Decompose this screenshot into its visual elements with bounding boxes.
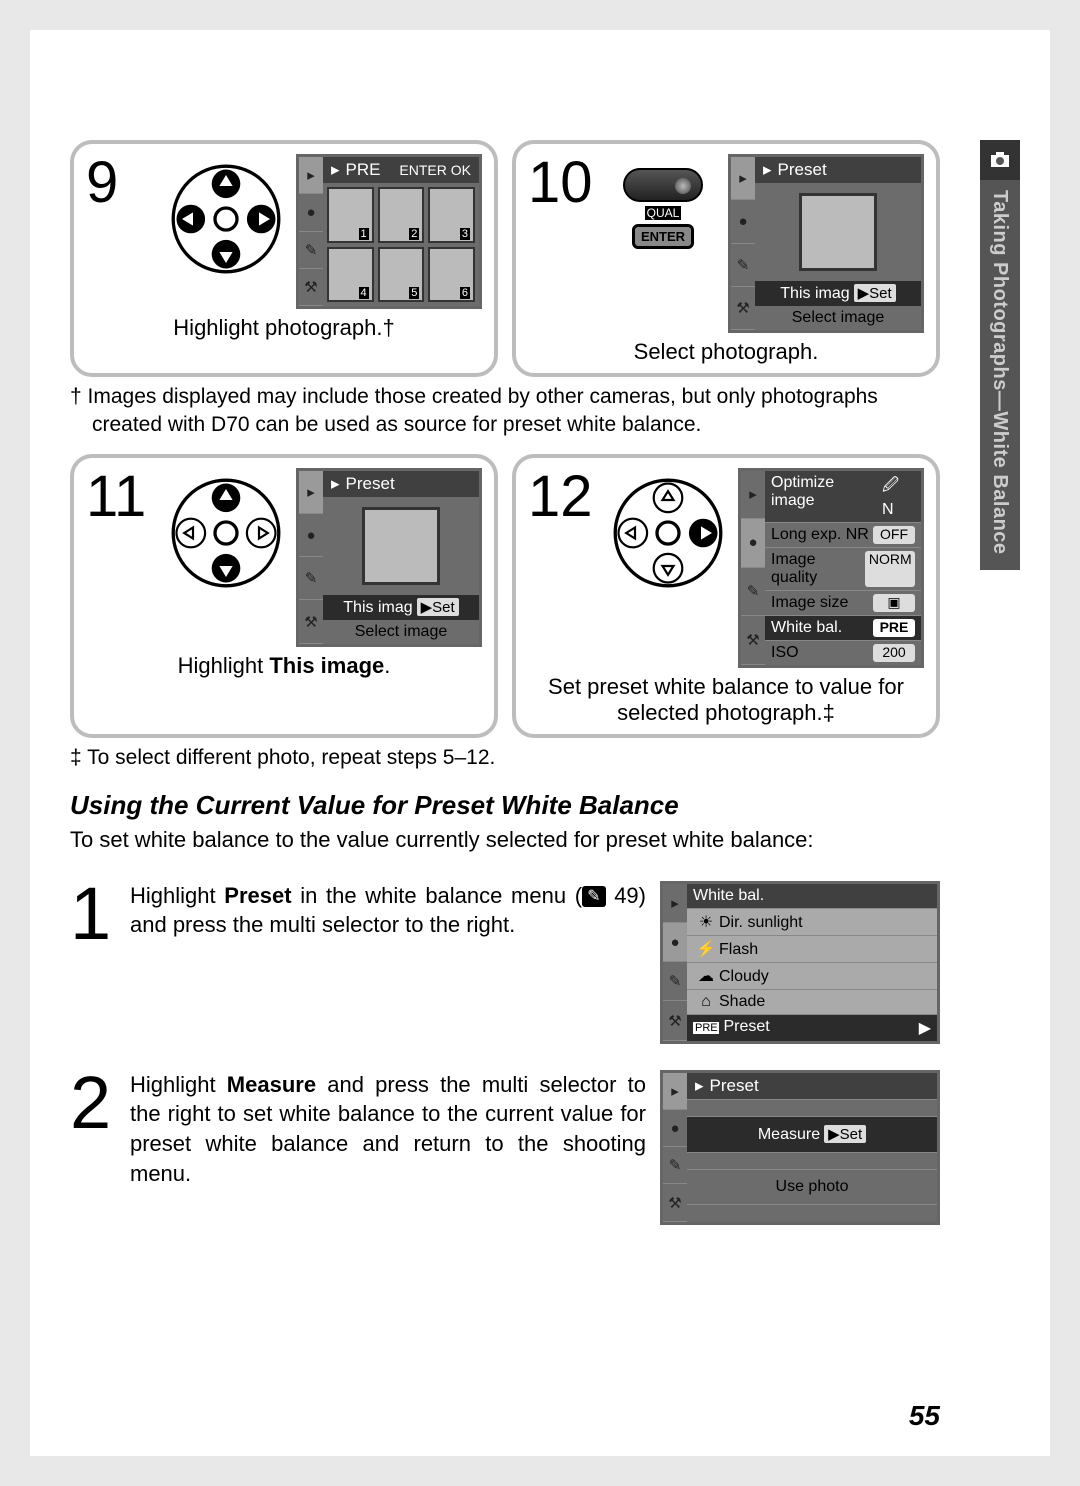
camera-lcd: ▸ ● ✎ ⚒ Optimize image🖉 N Long exp. NROF…: [738, 468, 924, 668]
shooting-menu: Optimize image🖉 N Long exp. NROFF Image …: [765, 471, 921, 665]
page-number: 55: [909, 1400, 940, 1432]
instruction-1: 1 Highlight Preset in the white balance …: [70, 881, 940, 1044]
step-number: 10: [528, 154, 598, 212]
lcd-footer-selected: This imag▶Set: [323, 595, 479, 620]
step-12: 12 ▸ ●: [512, 454, 940, 738]
playback-tab-icon: ▸: [663, 1073, 687, 1110]
thumbnail: 5: [378, 247, 425, 303]
thumbnail: 1: [327, 187, 374, 243]
wrench-tab-icon: ⚒: [663, 1001, 687, 1040]
white-balance-menu: White bal. ☀Dir. sunlight ⚡Flash ☁Cloudy…: [687, 884, 937, 1041]
step-10: 10 QUAL ENTER ▸ ● ✎ ⚒: [512, 140, 940, 377]
thumbnail: 3: [428, 187, 475, 243]
playback-tab-icon: ▸: [299, 157, 323, 194]
step-number: 12: [528, 468, 598, 526]
step-caption: Set preset white balance to value for se…: [528, 674, 924, 726]
multi-selector: [166, 164, 286, 274]
shoot-tab-icon: ●: [299, 514, 323, 557]
step-caption: Select photograph.: [528, 339, 924, 365]
section-tab-label: Taking Photographs—White Balance: [980, 180, 1019, 555]
shoot-tab-icon: ●: [299, 194, 323, 231]
shoot-tab-icon: ●: [663, 1110, 687, 1147]
step-caption: Highlight photograph.†: [86, 315, 482, 341]
instruction-text: Highlight Measure and press the multi se…: [130, 1070, 646, 1189]
pencil-tab-icon: ✎: [299, 232, 323, 269]
pencil-tab-icon: ✎: [741, 568, 765, 617]
pencil-tab-icon: ✎: [663, 962, 687, 1001]
qual-label: QUAL: [645, 206, 682, 220]
instruction-number: 1: [70, 881, 116, 948]
lcd-title: PRE: [346, 160, 381, 180]
playback-tab-icon: ▸: [299, 471, 323, 514]
section-body: To set white balance to the value curren…: [70, 825, 940, 855]
instruction-2: 2 Highlight Measure and press the multi …: [70, 1070, 940, 1225]
multi-selector: [166, 478, 286, 588]
shoot-tab-icon: ●: [663, 923, 687, 962]
shoot-tab-icon: ●: [731, 200, 755, 243]
wrench-tab-icon: ⚒: [299, 600, 323, 643]
pencil-tab-icon: ✎: [299, 557, 323, 600]
footnote-dagger: † Images displayed may include those cre…: [70, 383, 940, 440]
step-row-1: 9 ▸ ●: [70, 140, 940, 377]
wrench-tab-icon: ⚒: [741, 616, 765, 665]
lcd-title: Preset: [346, 474, 395, 494]
lcd-footer-option: Select image: [323, 620, 479, 644]
preset-option-measure: Measure▶Set: [687, 1116, 937, 1152]
step-9: 9 ▸ ●: [70, 140, 498, 377]
lcd-ok-hint: ENTER OK: [399, 162, 471, 178]
lcd-footer-option: Select image: [755, 306, 921, 330]
pencil-tab-icon: ✎: [731, 244, 755, 287]
wrench-tab-icon: ⚒: [731, 287, 755, 330]
shoot-tab-icon: ●: [741, 519, 765, 568]
thumbnail: [799, 193, 877, 271]
camera-lcd: ▸ ● ✎ ⚒ ▸Preset Measure▶Set: [660, 1070, 940, 1225]
page-content: 9 ▸ ●: [70, 140, 940, 1426]
thumbnail-grid: 1 2 3 4 5 6: [327, 187, 475, 302]
instruction-text: Highlight Preset in the white balance me…: [130, 881, 646, 940]
enter-label: ENTER: [632, 224, 694, 249]
thumbnail: 4: [327, 247, 374, 303]
playback-tab-icon: ▸: [663, 884, 687, 923]
playback-tab-icon: ▸: [741, 471, 765, 520]
section-heading: Using the Current Value for Preset White…: [70, 790, 940, 821]
footnote-ddagger: ‡ To select different photo, repeat step…: [70, 744, 940, 772]
preset-option-use-photo: Use photo: [687, 1169, 937, 1204]
camera-tab-icon: [980, 140, 1020, 180]
preset-menu: ▸Preset Measure▶Set Use photo: [687, 1073, 937, 1222]
section-tab: Taking Photographs—White Balance: [980, 140, 1020, 570]
thumbnail: 2: [378, 187, 425, 243]
camera-lcd: ▸ ● ✎ ⚒ ▸Preset This imag▶Set: [728, 154, 924, 333]
step-row-2: 11 ▸ ●: [70, 454, 940, 738]
instruction-number: 2: [70, 1070, 116, 1137]
camera-lcd: ▸ ● ✎ ⚒ White bal. ☀Dir. sunlight ⚡Flash…: [660, 881, 940, 1044]
lcd-title: Preset: [778, 160, 827, 180]
playback-tab-icon: ▸: [731, 157, 755, 200]
multi-selector: [608, 478, 728, 588]
lcd-footer-selected: This imag▶Set: [755, 281, 921, 306]
camera-lcd: ▸ ● ✎ ⚒ ▸ PRE ENTER OK: [296, 154, 482, 309]
step-number: 11: [86, 468, 156, 526]
wrench-tab-icon: ⚒: [663, 1184, 687, 1221]
wrench-tab-icon: ⚒: [299, 269, 323, 306]
pencil-tab-icon: ✎: [663, 1147, 687, 1184]
enter-button-graphic: QUAL ENTER: [608, 168, 718, 249]
step-number: 9: [86, 154, 156, 212]
camera-lcd: ▸ ● ✎ ⚒ ▸Preset This imag▶Set: [296, 468, 482, 647]
step-11: 11 ▸ ●: [70, 454, 498, 738]
step-caption: Highlight This image.: [86, 653, 482, 679]
manual-page: Taking Photographs—White Balance 9: [30, 30, 1050, 1456]
thumbnail: [362, 507, 440, 585]
thumbnail: 6: [428, 247, 475, 303]
page-ref-icon: ✎: [582, 886, 605, 908]
